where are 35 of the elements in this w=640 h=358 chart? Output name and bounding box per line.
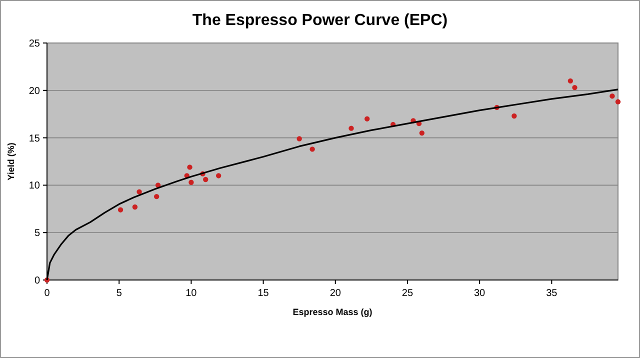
x-tick-label: 20 [330, 288, 342, 299]
point [118, 207, 124, 212]
x-tick-label: 10 [186, 288, 198, 299]
y-tick-label: 0 [34, 276, 40, 286]
point [419, 130, 424, 136]
x-tick-label: 35 [546, 288, 558, 299]
point [572, 84, 578, 90]
point [296, 136, 302, 142]
y-tick-label: 25 [28, 38, 40, 50]
point [136, 189, 142, 194]
point [132, 204, 138, 210]
y-axis-title: Yield (%) [6, 142, 16, 180]
point [188, 180, 194, 185]
y-tick-label: 10 [28, 180, 40, 192]
point [512, 113, 517, 119]
x-tick-label: 0 [44, 288, 50, 299]
point [187, 164, 192, 170]
x-tick-label: 15 [258, 288, 270, 299]
x-axis-title: Espresso Mass (g) [292, 307, 372, 317]
x-tick-label: 25 [402, 288, 414, 299]
point [364, 116, 370, 122]
point [216, 173, 222, 178]
y-tick-label: 20 [28, 86, 40, 97]
chart-title: The Espresso Power Curve (EPC) [192, 12, 448, 29]
point [348, 126, 354, 131]
point [154, 194, 160, 200]
point [610, 93, 615, 99]
point [568, 78, 574, 84]
y-tick-label: 15 [28, 133, 40, 144]
x-tick-label: 30 [474, 288, 486, 299]
point [203, 176, 208, 182]
y-tick-label: 5 [34, 228, 40, 240]
x-tick-label: 5 [116, 288, 122, 299]
point [310, 146, 315, 152]
point [615, 99, 621, 104]
